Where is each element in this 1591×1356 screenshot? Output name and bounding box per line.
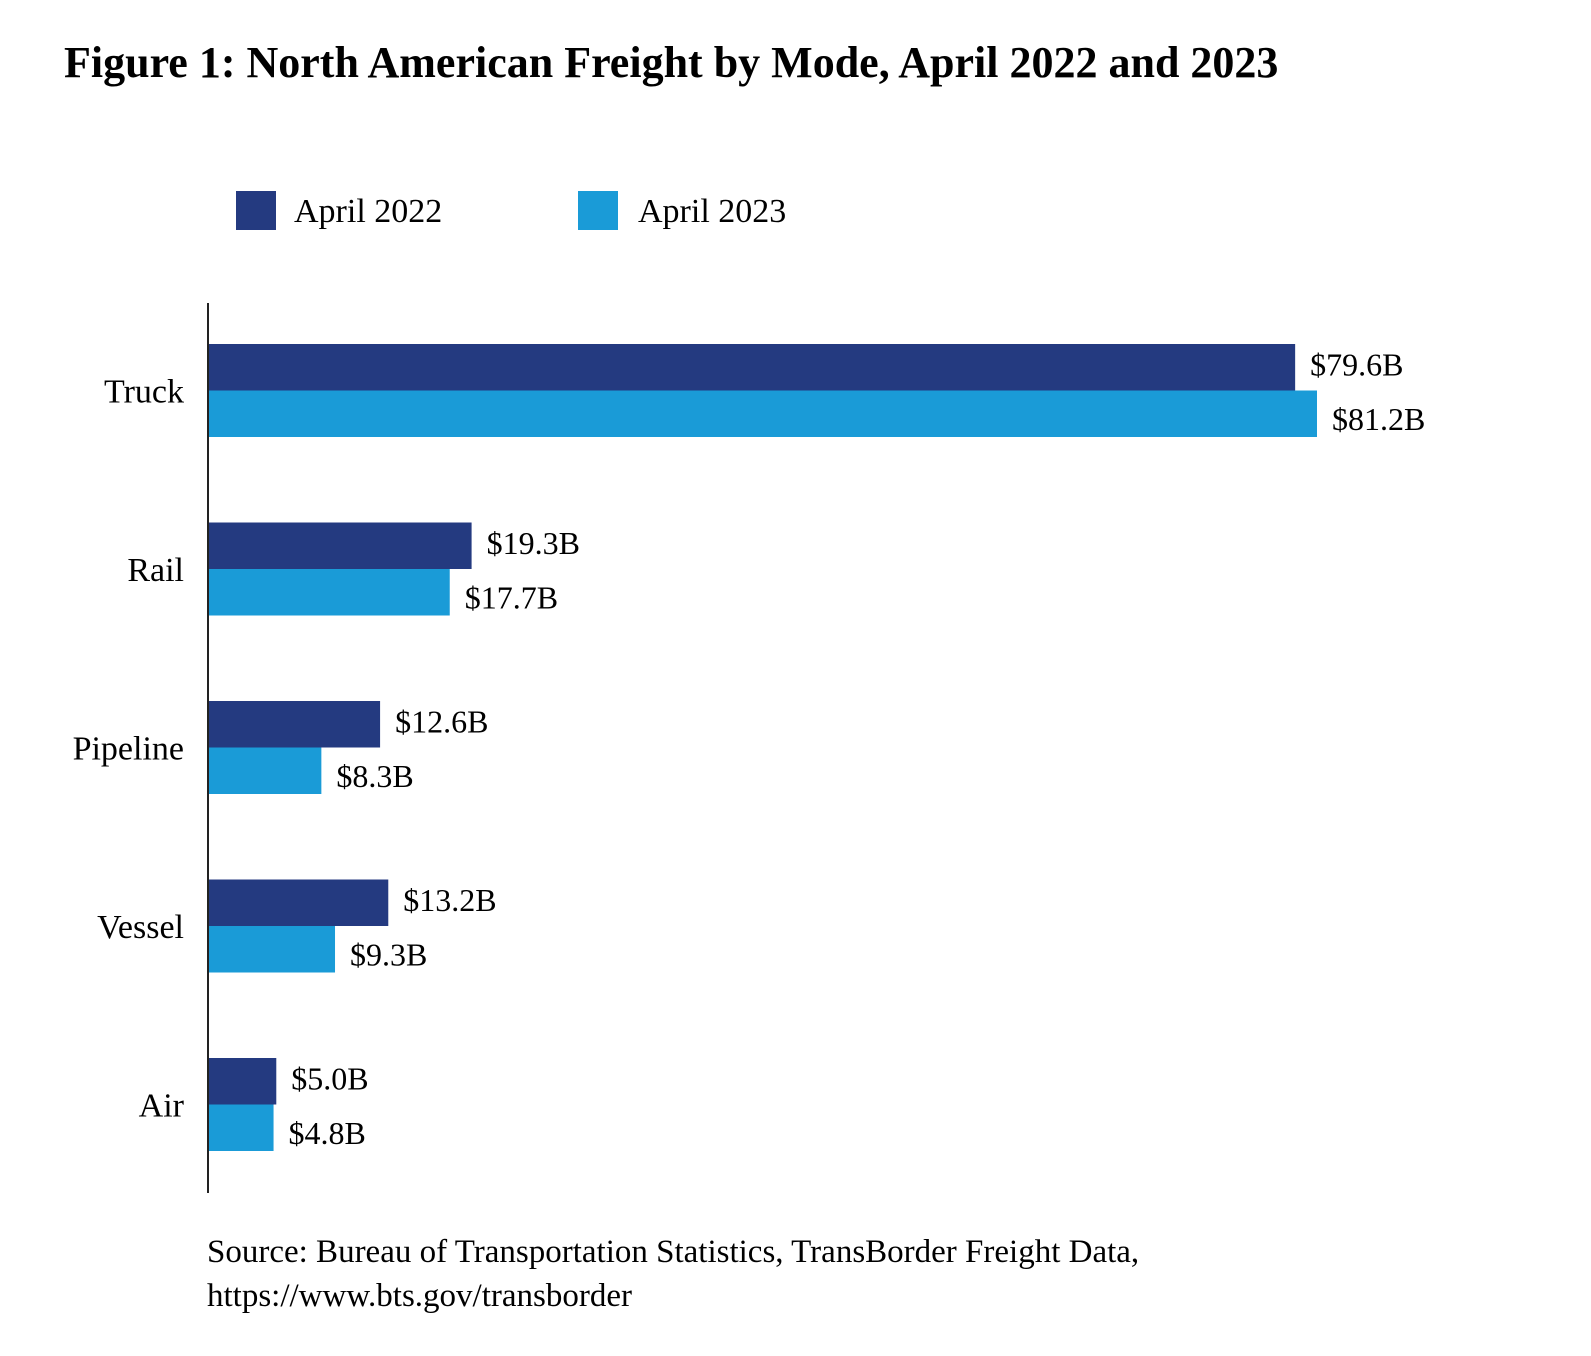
legend-label-2023: April 2023 [638, 193, 786, 230]
bar-air-2022 [208, 1058, 277, 1105]
category-label-pipeline: Pipeline [73, 731, 184, 768]
category-label-truck: Truck [104, 374, 184, 411]
bar-rail-2022 [208, 522, 472, 569]
bars-group: Truck $79.6B $81.2B Rail $19.3B $17.7B Pipelin… [73, 344, 1425, 1151]
data-label-vessel-2022: $13.2B [403, 882, 496, 918]
legend-swatch-2022 [236, 191, 276, 230]
bar-vessel-2022 [208, 879, 389, 926]
legend: April 2022 April 2023 [236, 191, 786, 230]
category-label-rail: Rail [127, 552, 184, 589]
bar-truck-2022 [208, 344, 1296, 391]
data-label-pipeline-2022: $12.6B [395, 703, 488, 739]
data-label-rail-2023: $17.7B [465, 579, 558, 615]
data-label-pipeline-2023: $8.3B [336, 758, 413, 794]
bar-air-2023 [208, 1104, 274, 1151]
data-label-rail-2022: $19.3B [487, 525, 580, 561]
chart-title: Figure 1: North American Freight by Mode… [64, 38, 1278, 87]
legend-label-2022: April 2022 [294, 193, 442, 230]
bar-vessel-2023 [208, 926, 336, 973]
legend-swatch-2023 [578, 191, 618, 230]
data-label-air-2023: $4.8B [289, 1115, 366, 1151]
bar-truck-2023 [208, 390, 1317, 437]
bar-pipeline-2023 [208, 747, 322, 794]
data-label-air-2022: $5.0B [291, 1060, 368, 1096]
data-label-truck-2023: $81.2B [1332, 401, 1425, 437]
category-label-air: Air [139, 1088, 185, 1125]
bar-rail-2023 [208, 569, 450, 616]
category-label-vessel: Vessel [97, 909, 184, 946]
source-line-2: https://www.bts.gov/transborder [207, 1278, 632, 1314]
data-label-vessel-2023: $9.3B [350, 936, 427, 972]
data-label-truck-2022: $79.6B [1310, 346, 1403, 382]
bar-pipeline-2022 [208, 701, 381, 748]
source-line-1: Source: Bureau of Transportation Statist… [207, 1234, 1139, 1270]
